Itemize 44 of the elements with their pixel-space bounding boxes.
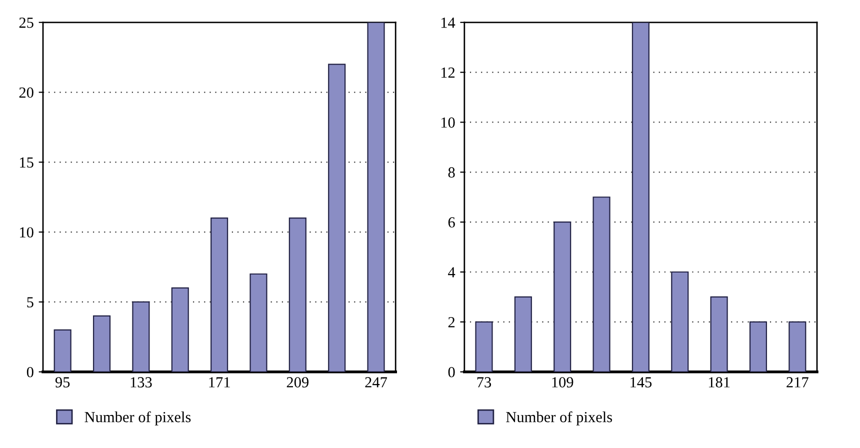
x-tick-label: 133 bbox=[130, 377, 152, 388]
bar bbox=[475, 321, 493, 372]
x-tick-label: 95 bbox=[55, 377, 70, 388]
x-tick-label: 145 bbox=[630, 377, 652, 388]
bar bbox=[710, 296, 728, 372]
y-tick-label: 25 bbox=[19, 18, 34, 28]
y-tick-label: 14 bbox=[441, 18, 456, 28]
x-tick-label: 247 bbox=[365, 377, 388, 388]
x-tick-label: 209 bbox=[286, 377, 308, 388]
x-tick-label: 109 bbox=[552, 377, 574, 388]
bar bbox=[171, 287, 189, 372]
y-tick-label: 2 bbox=[448, 317, 455, 328]
bar bbox=[367, 22, 385, 372]
bar bbox=[554, 222, 572, 372]
x-tick-label: 217 bbox=[786, 377, 808, 388]
y-tick-label: 10 bbox=[441, 117, 455, 128]
y-tick-label: 5 bbox=[27, 297, 34, 308]
bar bbox=[250, 273, 268, 372]
x-tick-label: 73 bbox=[477, 377, 492, 388]
y-tick-label: 12 bbox=[441, 68, 455, 78]
y-tick-label: 15 bbox=[20, 157, 34, 168]
y-tick-label: 6 bbox=[448, 217, 455, 228]
bar bbox=[92, 315, 111, 372]
bar bbox=[210, 218, 228, 372]
x-tick-label: 171 bbox=[209, 377, 230, 388]
y-tick-label: 4 bbox=[448, 267, 456, 278]
bar bbox=[592, 196, 610, 372]
y-tick-label: 0 bbox=[26, 366, 34, 378]
bar bbox=[749, 321, 768, 372]
bar bbox=[671, 271, 689, 372]
y-tick-label: 20 bbox=[19, 87, 34, 98]
y-tick-label: 0 bbox=[448, 366, 455, 378]
bar bbox=[132, 301, 150, 372]
bar bbox=[788, 321, 806, 372]
bar bbox=[328, 64, 346, 372]
x-tick-label: 181 bbox=[708, 377, 730, 388]
bar bbox=[54, 329, 72, 372]
bar bbox=[514, 296, 532, 372]
legend-label: Number of pixels bbox=[506, 411, 612, 426]
bar bbox=[288, 218, 306, 372]
y-tick-label: 8 bbox=[448, 167, 455, 178]
y-tick-label: 10 bbox=[20, 227, 34, 238]
bar bbox=[632, 22, 650, 372]
legend-label: Number of pixels bbox=[84, 411, 191, 426]
